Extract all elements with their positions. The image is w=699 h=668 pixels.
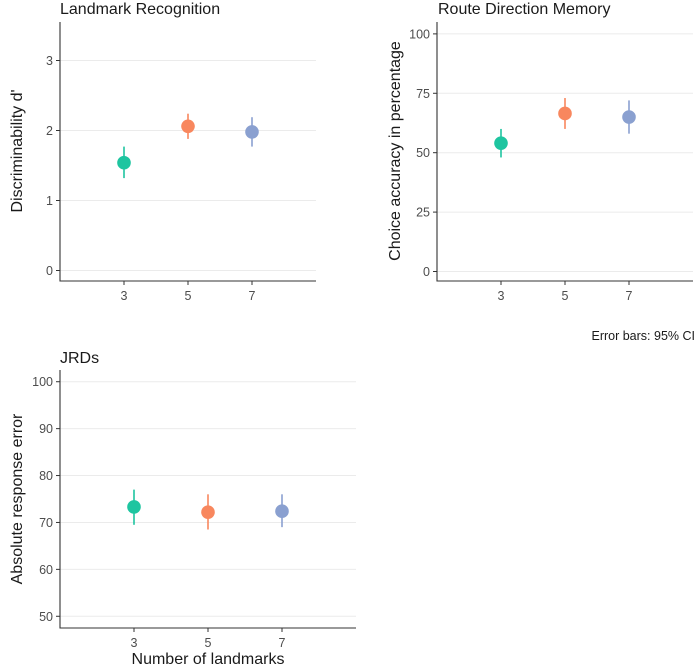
x-tick-label: 5	[185, 289, 192, 303]
y-axis-title: Absolute response error	[9, 413, 26, 584]
x-tick-label: 5	[562, 289, 569, 303]
x-tick-label: 7	[279, 636, 286, 650]
y-tick-label: 90	[39, 422, 53, 436]
data-point	[622, 110, 636, 124]
y-axis-title: Choice accuracy in percentage	[387, 41, 404, 261]
x-tick-label: 3	[131, 636, 138, 650]
x-tick-label: 3	[121, 289, 128, 303]
x-tick-label: 3	[498, 289, 505, 303]
y-tick-label: 50	[39, 610, 53, 624]
y-tick-label: 100	[32, 375, 53, 389]
data-point	[117, 155, 131, 170]
y-tick-label: 0	[46, 264, 53, 278]
x-axis-title: Number of landmarks	[132, 651, 285, 668]
y-tick-label: 80	[39, 469, 53, 483]
y-tick-label: 1	[46, 194, 53, 208]
panel-route-direction-memory: Route Direction Memory Choice accuracy i…	[387, 1, 693, 303]
data-point	[494, 136, 508, 150]
y-tick-label: 70	[39, 516, 53, 530]
data-point	[245, 125, 259, 139]
data-point	[558, 106, 572, 121]
y-tick-label: 75	[416, 87, 430, 101]
panel-title: JRDs	[60, 350, 99, 367]
data-point	[181, 119, 195, 134]
error-bars-note: Error bars: 95% CI	[591, 329, 695, 343]
axis-lines	[59, 370, 356, 629]
data-point	[127, 500, 141, 514]
y-tick-label: 100	[409, 27, 430, 41]
y-tick-label: 2	[46, 124, 53, 138]
x-tick-label: 5	[205, 636, 212, 650]
panel-title: Route Direction Memory	[438, 1, 611, 18]
panel-title: Landmark Recognition	[60, 1, 220, 18]
panel-jrds: JRDs Absolute response error Number of l…	[9, 350, 356, 668]
y-tick-label: 60	[39, 563, 53, 577]
plot-area: 0 1 2 3 3 5 7	[46, 22, 316, 303]
axis-lines	[436, 22, 693, 282]
y-axis-title: Discriminability d'	[9, 89, 26, 212]
axis-lines	[59, 22, 316, 282]
plot-area: 0 25 50 75 100 3 5 7	[409, 22, 693, 303]
x-tick-label: 7	[249, 289, 256, 303]
data-point	[201, 505, 215, 519]
y-tick-label: 25	[416, 206, 430, 220]
y-tick-label: 50	[416, 146, 430, 160]
panel-landmark-recognition: Landmark Recognition Discriminability d'…	[9, 1, 316, 303]
plot-area: 50 60 70 80 90 100 3 5 7	[32, 370, 356, 650]
data-point	[275, 504, 289, 518]
y-tick-label: 3	[46, 54, 53, 68]
y-tick-label: 0	[423, 265, 430, 279]
x-tick-label: 7	[626, 289, 633, 303]
